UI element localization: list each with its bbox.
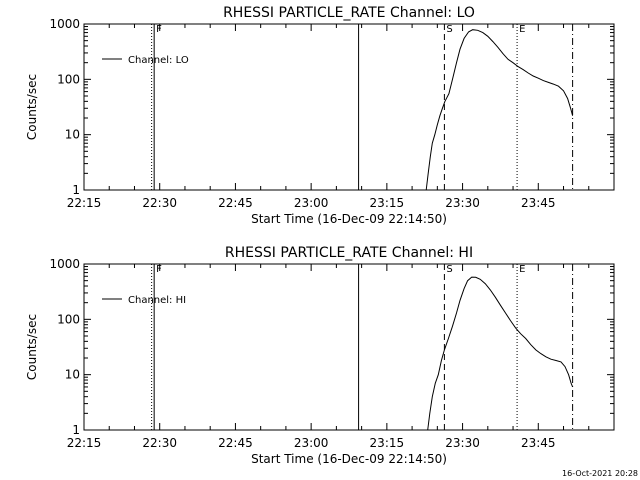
chart-panel-1: RHESSI PARTICLE_RATE Channel: LO 22:15 22:… xyxy=(25,5,615,226)
x-tick-label: 22:45 xyxy=(218,436,253,450)
event-marker-label: E xyxy=(519,24,525,35)
x-tick-label: 23:15 xyxy=(370,436,405,450)
chart-title: RHESSI PARTICLE_RATE Channel: LO xyxy=(223,5,475,21)
y-tick-label: 100 xyxy=(57,72,80,86)
x-tick-label: 23:30 xyxy=(445,436,480,450)
plot-frame xyxy=(83,23,615,191)
y-tick-label: 1 xyxy=(72,423,80,437)
event-marker-label: F xyxy=(156,24,162,35)
x-tick-label: 22:45 xyxy=(218,196,253,210)
x-tick-label: 23:00 xyxy=(294,436,329,450)
x-tick-label: 22:15 xyxy=(67,196,102,210)
chart-panel-2: RHESSI PARTICLE_RATE Channel: HI 22:15 22:… xyxy=(25,245,615,466)
x-tick-label: 22:30 xyxy=(142,436,177,450)
chart-panels: RHESSI PARTICLE_RATE Channel: LO 22:15 22:… xyxy=(25,5,615,466)
event-marker-label: S xyxy=(446,24,452,35)
x-tick-label: 23:45 xyxy=(521,196,556,210)
y-tick-label: 1000 xyxy=(49,257,80,271)
series-line-1 xyxy=(425,29,574,191)
chart-title: RHESSI PARTICLE_RATE Channel: HI xyxy=(225,245,473,261)
x-axis-label: Start Time (16-Dec-09 22:14:50) xyxy=(251,212,447,226)
event-marker-label: F xyxy=(156,264,162,275)
series-line-1 xyxy=(427,276,574,431)
legend-label: Channel: HI xyxy=(128,295,186,306)
y-tick-label: 10 xyxy=(65,128,80,142)
legend-label: Channel: LO xyxy=(128,55,189,66)
event-marker-label: E xyxy=(519,264,525,275)
y-tick-label: 100 xyxy=(57,312,80,326)
x-tick-label: 22:30 xyxy=(142,196,177,210)
footer-timestamp: 16-Oct-2021 20:28 xyxy=(562,469,638,478)
x-tick-label: 22:15 xyxy=(67,436,102,450)
plot-frame xyxy=(83,263,615,431)
x-tick-label: 23:45 xyxy=(521,436,556,450)
y-axis-label: Counts/sec xyxy=(25,314,39,380)
x-tick-label: 23:00 xyxy=(294,196,329,210)
y-axis-label: Counts/sec xyxy=(25,74,39,140)
y-tick-label: 1 xyxy=(72,183,80,197)
y-tick-label: 10 xyxy=(65,368,80,382)
event-marker-label: S xyxy=(446,264,452,275)
x-axis-label: Start Time (16-Dec-09 22:14:50) xyxy=(251,452,447,466)
x-tick-label: 23:30 xyxy=(445,196,480,210)
x-tick-label: 23:15 xyxy=(370,196,405,210)
y-tick-label: 1000 xyxy=(49,17,80,31)
